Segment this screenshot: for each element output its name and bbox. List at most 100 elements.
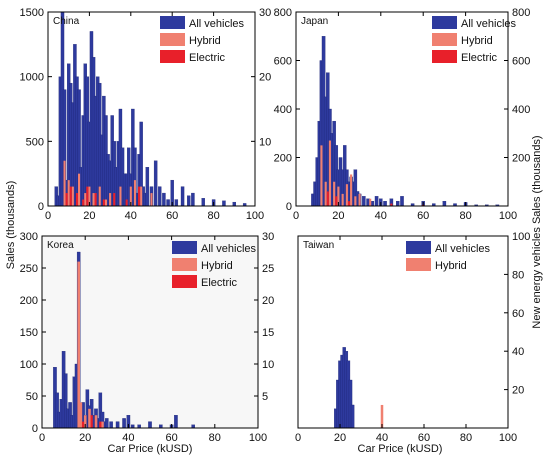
y-tick-label: 1500 [20, 7, 44, 19]
bar-electric [69, 186, 72, 206]
legend-swatch-hybrid [406, 258, 431, 271]
bar-electric [86, 186, 89, 206]
bar-hybrid [358, 193, 361, 207]
panel-title-japan: Japan [301, 16, 328, 27]
bar-hybrid [129, 186, 132, 206]
y-right-tick-label: 400 [512, 104, 530, 116]
bar-all-vehicles [158, 186, 162, 207]
bar-all-vehicles [122, 418, 126, 429]
bar-all-vehicles [166, 199, 170, 207]
bar-electric [113, 193, 116, 206]
panel-title-korea: Korea [47, 240, 74, 251]
bars-korea [53, 251, 195, 429]
bar-electric [326, 191, 329, 206]
bar-all-vehicles [109, 421, 113, 429]
panel-taiwan: 0 20 40 60 80 100 20 40 60 80 100 Taiwan All vehicle… [295, 231, 530, 444]
bar-hybrid [78, 173, 81, 206]
bar-electric [75, 193, 79, 206]
x-tick-label: 60 [166, 210, 178, 222]
y-right-tick-label: 100 [512, 231, 530, 243]
legend-swatch-all-vehicles [406, 241, 431, 254]
x-tick-label: 0 [39, 432, 45, 444]
shared-right-ylabel: New energy vehicles Sales (thousands) [531, 135, 543, 328]
bar-electric [82, 199, 85, 206]
y-tick-label: 0 [286, 201, 292, 213]
bar-hybrid [380, 404, 384, 428]
bar-all-vehicles [148, 421, 152, 429]
bars-china [54, 11, 247, 207]
bar-all-vehicles [362, 196, 366, 207]
bar-electric [94, 193, 97, 206]
xlabel-korea: Car Price (kUSD) [108, 443, 193, 455]
x-tick-label: 0 [45, 210, 51, 222]
legend-japan: All vehicles Hybrid Electric [432, 16, 517, 64]
x-tick-label: 80 [460, 432, 472, 444]
legend-swatch-hybrid [160, 33, 185, 46]
legend-taiwan: All vehicles Hybrid [406, 241, 491, 272]
y-tick-label: 150 [20, 327, 38, 339]
bar-electric [102, 199, 105, 206]
legend-label: Hybrid [435, 260, 467, 272]
bar-all-vehicles [232, 201, 236, 207]
bar-electric [81, 421, 85, 428]
panel-korea: 0 20 40 60 80 100 0 50 100 150 200 250 300 5 10 15 20 25 3… [20, 231, 275, 444]
bar-hybrid [333, 181, 336, 206]
legend-swatch-electric [172, 275, 197, 288]
x-tick-label: 60 [417, 210, 429, 222]
y-tick-label: 800 [274, 7, 292, 19]
bar-all-vehicles [222, 200, 226, 207]
bar-hybrid [101, 421, 104, 428]
bar-all-vehicles [442, 200, 447, 207]
y-right-tick-label: 60 [512, 308, 524, 320]
legend-swatch-all-vehicles [432, 16, 457, 29]
panel-title-china: China [53, 16, 80, 27]
y-tick-label: 300 [20, 231, 38, 243]
legend-label: Electric [201, 277, 238, 289]
x-tick-label: 100 [499, 432, 517, 444]
y-tick-label: 100 [20, 359, 38, 371]
bar-hybrid [133, 180, 136, 206]
bar-hybrid [345, 184, 348, 206]
bar-electric [138, 186, 141, 206]
xlabel-taiwan: Car Price (kUSD) [358, 443, 443, 455]
bars-taiwan [334, 347, 384, 429]
x-tick-label: 20 [79, 432, 91, 444]
y-right-tick-label: 25 [262, 263, 274, 275]
legend-label: All vehicles [435, 243, 491, 255]
bar-hybrid [79, 402, 83, 428]
legend-korea: All vehicles Hybrid Electric [172, 241, 257, 289]
legend-label: All vehicles [189, 18, 245, 30]
x-tick-label: 40 [125, 210, 137, 222]
plot-frame [47, 11, 256, 207]
x-tick-label: 40 [375, 210, 387, 222]
bar-hybrid [63, 160, 66, 206]
bar-all-vehicles [396, 200, 400, 207]
y-tick-label: 200 [20, 295, 38, 307]
y-right-tick-label: 20 [512, 385, 524, 397]
bar-all-vehicles [105, 418, 109, 429]
x-tick-label: 60 [418, 432, 430, 444]
bar-hybrid [341, 193, 344, 207]
bar-all-vehicles [174, 199, 179, 207]
y-tick-label: 50 [26, 391, 38, 403]
legend-label: Electric [461, 52, 498, 64]
y-tick-label: 500 [26, 136, 44, 148]
legend-swatch-hybrid [172, 258, 197, 271]
bar-all-vehicles [174, 415, 178, 429]
bar-electric [335, 196, 338, 206]
bar-electric [65, 193, 68, 206]
x-tick-label: 100 [499, 210, 517, 222]
bar-all-vehicles [153, 160, 158, 207]
bar-all-vehicles [162, 192, 166, 207]
bar-hybrid [92, 193, 95, 206]
bar-hybrid [337, 186, 340, 206]
y-right-tick-label: 30 [262, 231, 274, 243]
bar-all-vehicles [145, 167, 150, 207]
bar-hybrid [324, 181, 327, 206]
legend-label: Hybrid [461, 35, 493, 47]
bar-all-vehicles [350, 404, 355, 429]
bar-hybrid [98, 186, 101, 206]
x-tick-label: 0 [293, 210, 299, 222]
y-tick-label: 400 [274, 104, 292, 116]
